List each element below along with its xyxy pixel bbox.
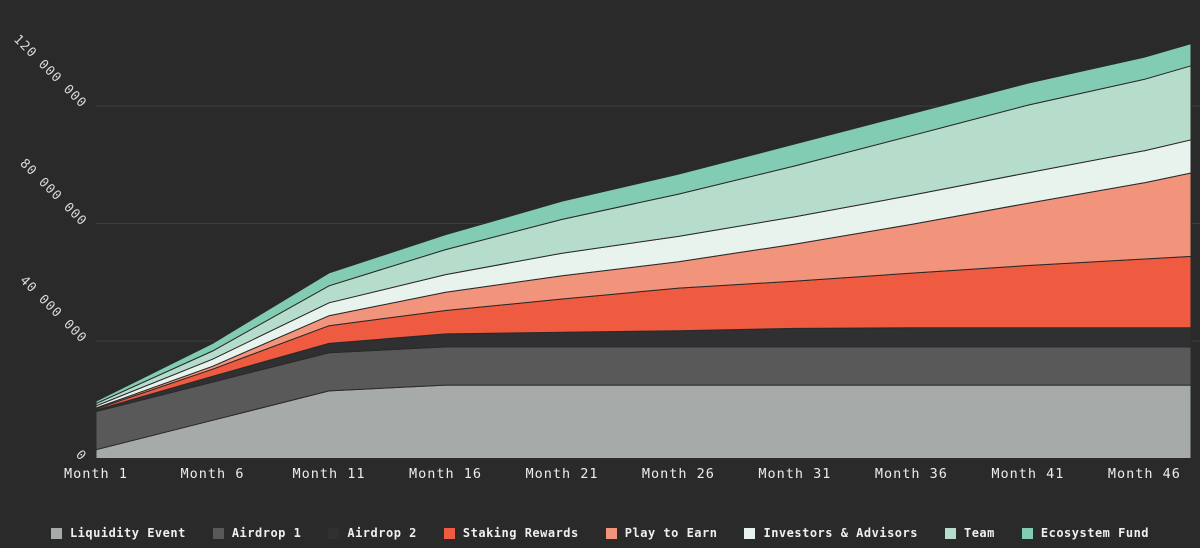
legend-item-ecosystem-fund[interactable]: Ecosystem Fund: [1021, 526, 1150, 540]
x-axis-label-month-26: Month 26: [641, 466, 715, 482]
area-ecosystem-fund[interactable]: [95, 43, 1192, 405]
legend-swatch: [212, 527, 224, 539]
x-axis-label-month-41: Month 41: [991, 466, 1065, 482]
legend-label: Play to Earn: [624, 526, 718, 540]
x-axis-label-month-46: Month 46: [1107, 466, 1181, 482]
x-axis-label-month-6: Month 6: [180, 466, 245, 482]
legend-swatch: [1021, 527, 1033, 539]
legend-item-play-to-earn[interactable]: Play to Earn: [605, 526, 718, 540]
legend-label: Staking Rewards: [462, 526, 579, 540]
legend-swatch: [605, 527, 617, 539]
legend-item-investors-advisors[interactable]: Investors & Advisors: [744, 526, 918, 540]
x-axis-label-month-36: Month 36: [874, 466, 948, 482]
legend-item-staking-rewards[interactable]: Staking Rewards: [443, 526, 579, 540]
legend-label: Investors & Advisors: [763, 526, 918, 540]
legend-item-airdrop-2[interactable]: Airdrop 2: [328, 526, 417, 540]
legend-swatch: [744, 527, 756, 539]
legend-label: Liquidity Event: [69, 526, 186, 540]
x-axis-label-month-11: Month 11: [292, 466, 366, 482]
chart-legend: Liquidity Event Airdrop 1 Airdrop 2 Staking…: [0, 526, 1200, 540]
legend-label: Ecosystem Fund: [1040, 526, 1150, 540]
legend-swatch: [944, 527, 956, 539]
legend-label: Team: [963, 526, 995, 540]
legend-item-airdrop-1[interactable]: Airdrop 1: [212, 526, 302, 540]
legend-swatch: [50, 527, 62, 539]
x-axis-label-month-16: Month 16: [408, 466, 483, 482]
legend-swatch: [328, 527, 340, 539]
legend-item-liquidity-event[interactable]: Liquidity Event: [50, 526, 186, 540]
x-axis-label-month-21: Month 21: [525, 466, 599, 482]
legend-label: Airdrop 2: [347, 526, 417, 540]
legend-label: Airdrop 1: [231, 526, 302, 540]
legend-swatch: [443, 527, 455, 539]
legend-item-team[interactable]: Team: [944, 526, 995, 540]
x-axis-label-month-31: Month 31: [758, 466, 832, 482]
x-axis-label-month-1: Month 1: [64, 466, 128, 482]
